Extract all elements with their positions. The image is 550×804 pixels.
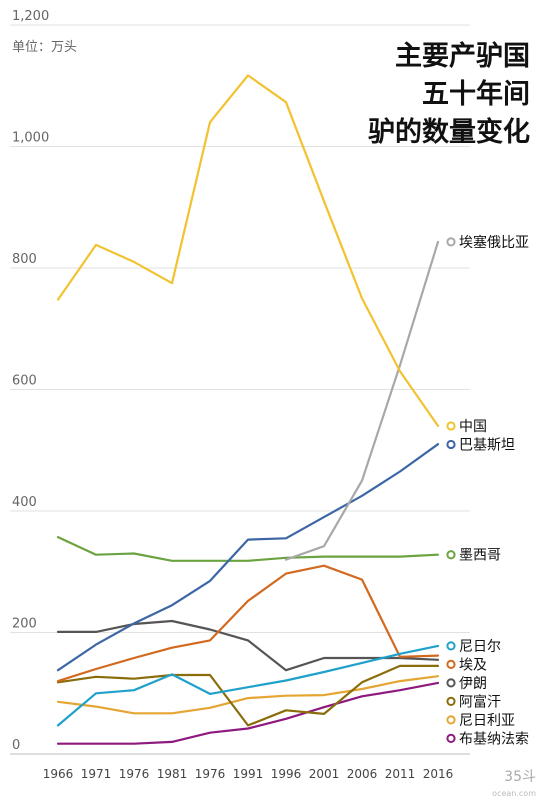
y-tick-label: 0 (12, 738, 20, 753)
x-tick-label: 1991 (233, 767, 264, 781)
y-tick-label: 200 (12, 617, 37, 632)
y-tick-label: 1,000 (12, 131, 49, 146)
series-label: 埃及 (459, 657, 487, 673)
legend-marker (446, 659, 456, 669)
series-line (284, 240, 440, 561)
y-tick-label: 800 (12, 252, 37, 267)
unit-label: 单位：万头 (12, 40, 78, 55)
y-tick-label: 1,200 (12, 9, 49, 24)
y-tick-label: 400 (12, 495, 37, 510)
series-line (56, 664, 440, 727)
x-tick-label: 1976 (119, 767, 150, 781)
series-line (56, 681, 440, 745)
y-tick-label: 600 (12, 374, 37, 389)
legend-marker (446, 678, 456, 688)
x-tick-label: 1966 (43, 767, 74, 781)
legend-marker (446, 237, 456, 247)
series-label: 布基纳法索 (459, 730, 529, 747)
x-tick-label: 1996 (271, 767, 302, 781)
x-tick-label: 1971 (81, 767, 112, 781)
legend-marker (446, 641, 456, 651)
series-label: 墨西哥 (459, 548, 501, 564)
series-label: 埃塞俄比亚 (459, 234, 529, 251)
x-tick-label: 2001 (309, 767, 340, 781)
chart-title-line-1: 主要产驴国 (395, 41, 530, 72)
legend-marker (446, 733, 456, 743)
series-label: 阿富汗 (459, 693, 501, 710)
series-line (56, 564, 440, 683)
legend-marker (446, 696, 456, 706)
series-line (56, 644, 440, 727)
x-tick-label: 1981 (157, 767, 188, 781)
chart-title-line-3: 驴的数量变化 (368, 117, 530, 148)
series-label: 尼日尔 (459, 639, 501, 655)
x-tick-label: 2006 (347, 767, 378, 781)
series-label: 中国 (459, 419, 487, 435)
watermark: 35斗 (504, 769, 536, 785)
x-tick-label: 2011 (385, 767, 416, 781)
series-line (56, 536, 440, 562)
series-label: 伊朗 (459, 676, 487, 692)
chart-title-line-2: 五十年间 (422, 79, 530, 110)
series-label: 巴基斯坦 (459, 436, 515, 453)
series-line (56, 619, 440, 672)
series-line (56, 675, 440, 715)
x-tick-label: 2016 (423, 767, 454, 781)
legend-marker (446, 550, 456, 560)
legend-marker (446, 439, 456, 450)
x-tick-label: 1976 (195, 767, 226, 781)
series-line (56, 74, 440, 427)
legend-marker (446, 421, 456, 431)
watermark-sub: ocean.com (492, 789, 536, 798)
legend-marker (446, 715, 456, 725)
series-label: 尼日利亚 (459, 713, 515, 729)
series-line (56, 443, 440, 672)
